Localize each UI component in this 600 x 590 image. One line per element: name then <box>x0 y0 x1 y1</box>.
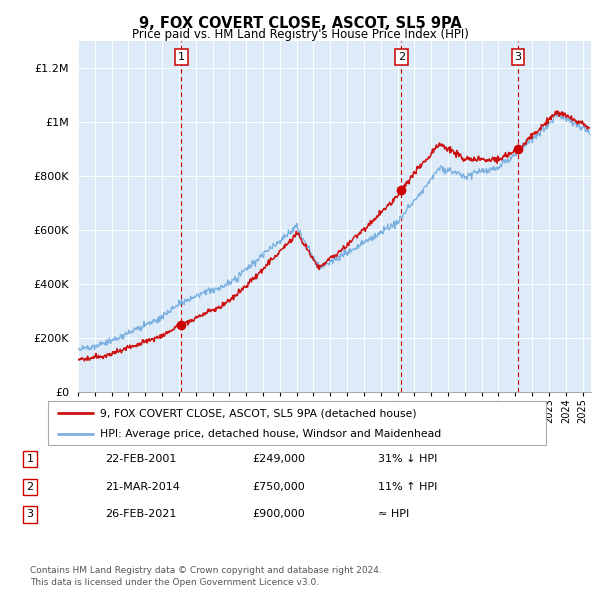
Text: £249,000: £249,000 <box>252 454 305 464</box>
FancyBboxPatch shape <box>48 401 546 445</box>
Text: 3: 3 <box>26 510 34 519</box>
Text: 22-FEB-2001: 22-FEB-2001 <box>105 454 176 464</box>
Text: £750,000: £750,000 <box>252 482 305 491</box>
Text: 2: 2 <box>398 52 405 62</box>
Text: 1: 1 <box>178 52 185 62</box>
Text: 9, FOX COVERT CLOSE, ASCOT, SL5 9PA: 9, FOX COVERT CLOSE, ASCOT, SL5 9PA <box>139 16 461 31</box>
Text: 31% ↓ HPI: 31% ↓ HPI <box>378 454 437 464</box>
Text: 1: 1 <box>26 454 34 464</box>
Text: £900,000: £900,000 <box>252 510 305 519</box>
Text: ≈ HPI: ≈ HPI <box>378 510 409 519</box>
Text: 26-FEB-2021: 26-FEB-2021 <box>105 510 176 519</box>
Text: 11% ↑ HPI: 11% ↑ HPI <box>378 482 437 491</box>
Text: 3: 3 <box>514 52 521 62</box>
Text: HPI: Average price, detached house, Windsor and Maidenhead: HPI: Average price, detached house, Wind… <box>100 428 442 438</box>
Text: Price paid vs. HM Land Registry's House Price Index (HPI): Price paid vs. HM Land Registry's House … <box>131 28 469 41</box>
Text: 9, FOX COVERT CLOSE, ASCOT, SL5 9PA (detached house): 9, FOX COVERT CLOSE, ASCOT, SL5 9PA (det… <box>100 408 417 418</box>
Text: Contains HM Land Registry data © Crown copyright and database right 2024.
This d: Contains HM Land Registry data © Crown c… <box>30 566 382 587</box>
Text: 2: 2 <box>26 482 34 491</box>
Text: 21-MAR-2014: 21-MAR-2014 <box>105 482 180 491</box>
